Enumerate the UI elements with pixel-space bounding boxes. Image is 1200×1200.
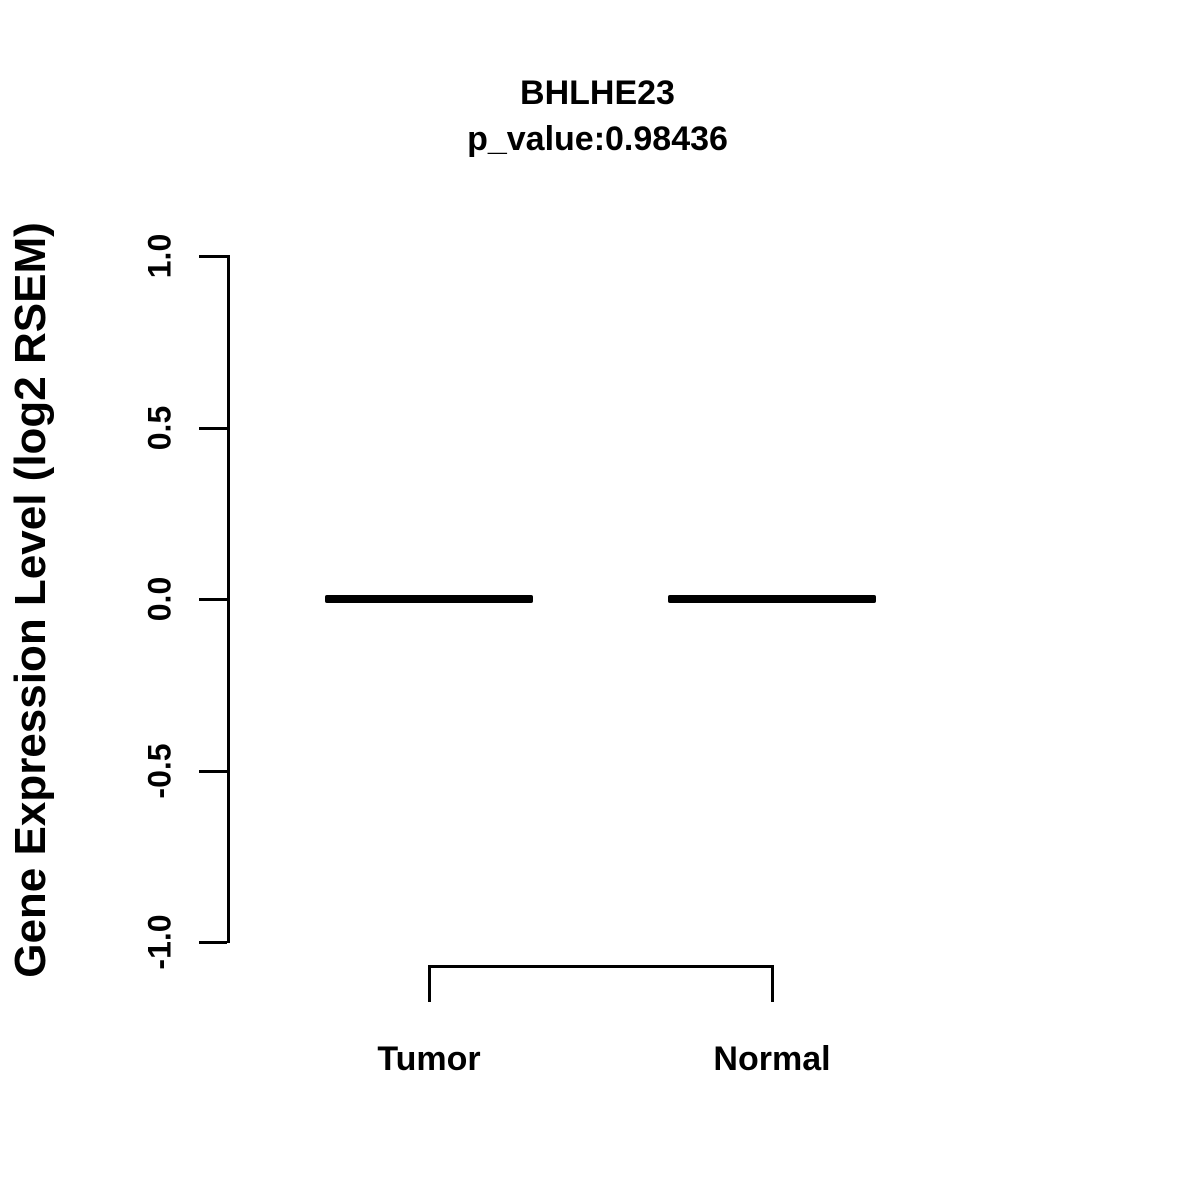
y-axis-title: Gene Expression Level (log2 RSEM) <box>6 222 55 978</box>
y-axis-line <box>227 255 230 943</box>
comparison-bracket-top <box>428 965 774 968</box>
y-tick-mark <box>199 598 227 601</box>
category-label: Normal <box>713 1040 831 1078</box>
comparison-bracket-left-leg <box>428 965 431 1002</box>
median-line <box>325 595 533 603</box>
y-tick-label: 0.0 <box>141 576 178 622</box>
chart-title: BHLHE23 <box>520 74 675 112</box>
median-line <box>668 595 876 603</box>
y-tick-mark <box>199 426 227 430</box>
y-tick-mark <box>199 255 227 258</box>
title-block: BHLHE23 p_value:0.98436 <box>230 70 965 162</box>
y-tick-label: 1.0 <box>141 233 178 279</box>
y-tick-mark <box>199 769 227 773</box>
chart-subtitle: p_value:0.98436 <box>467 120 728 158</box>
comparison-bracket-right-leg <box>771 965 774 1002</box>
y-tick-label: -1.0 <box>141 914 178 970</box>
y-tick-mark <box>199 941 227 944</box>
category-label: Tumor <box>377 1040 481 1078</box>
y-tick-label: -0.5 <box>141 742 178 799</box>
y-tick-label: 0.5 <box>141 405 178 450</box>
